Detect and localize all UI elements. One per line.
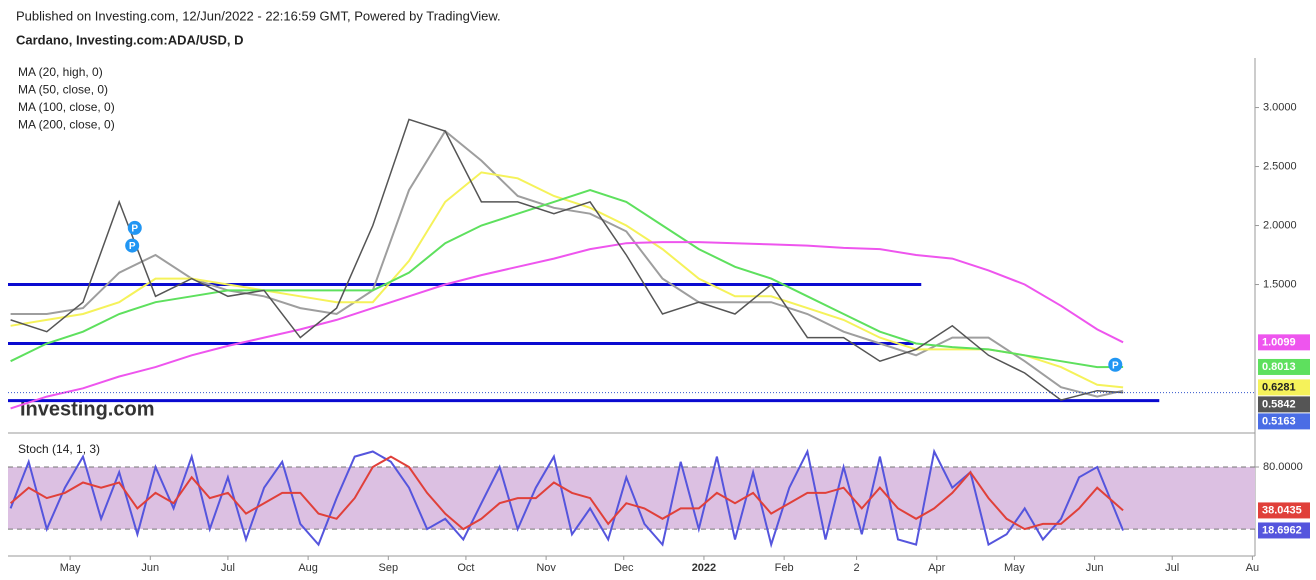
event-marker-label: P xyxy=(131,224,138,235)
x-tick-label: Jun xyxy=(141,562,159,574)
y-tick-label: 80.0000 xyxy=(1263,461,1303,473)
price-label: 18.6962 xyxy=(1262,524,1302,536)
price-label-box xyxy=(1258,379,1310,396)
legend-entry: MA (200, close, 0) xyxy=(18,118,115,132)
price-label-box xyxy=(1258,413,1310,430)
stoch-band xyxy=(8,466,1255,530)
price-line xyxy=(10,118,1124,401)
x-tick-label: Sep xyxy=(379,562,399,574)
x-tick-label: Au xyxy=(1246,562,1259,574)
price-label: 1.0099 xyxy=(1262,336,1296,348)
price-label-box xyxy=(1258,358,1310,375)
y-tick-label: 3.0000 xyxy=(1263,101,1297,113)
x-tick-label: Nov xyxy=(536,562,556,574)
series-line xyxy=(10,189,1124,369)
price-label-box xyxy=(1258,502,1310,519)
logo[interactable]: Investing.com xyxy=(20,398,154,420)
x-tick-label: Feb xyxy=(775,562,794,574)
y-tick-label: 1.5000 xyxy=(1263,278,1297,290)
x-tick-label: May xyxy=(60,562,81,574)
event-marker xyxy=(125,238,140,253)
x-tick-label: 2022 xyxy=(692,562,716,574)
x-tick-label: Aug xyxy=(298,562,318,574)
symbol-title: Cardano, Investing.com:ADA/USD, D xyxy=(16,32,244,47)
event-marker-label: P xyxy=(1112,360,1119,371)
price-label-box xyxy=(1258,396,1310,413)
x-tick-label: May xyxy=(1004,562,1025,574)
series-line xyxy=(10,241,1124,410)
price-label: 0.5163 xyxy=(1262,415,1296,427)
x-tick-label: Jul xyxy=(1165,562,1179,574)
legend-entry: MA (100, close, 0) xyxy=(18,100,115,114)
series-line xyxy=(10,171,1124,389)
series-line xyxy=(9,448,1125,549)
x-tick-label: Jun xyxy=(1086,562,1104,574)
series-line xyxy=(10,129,1124,398)
legend-entry: MA (50, close, 0) xyxy=(18,83,108,97)
price-label: 0.5842 xyxy=(1262,398,1296,410)
event-marker-label: P xyxy=(129,241,136,252)
x-tick-label: 2 xyxy=(854,562,860,574)
price-label-box xyxy=(1258,522,1310,539)
x-tick-label: Apr xyxy=(928,562,945,574)
x-tick-label: Jul xyxy=(221,562,235,574)
y-tick-label: 2.0000 xyxy=(1263,219,1297,231)
event-marker xyxy=(1108,357,1123,372)
x-tick-label: Oct xyxy=(457,562,474,574)
indicator-title: Stoch (14, 1, 3) xyxy=(18,442,100,456)
series-line xyxy=(9,455,1124,531)
event-marker xyxy=(127,220,142,235)
price-label: 0.6281 xyxy=(1262,381,1296,393)
legend-entry: MA (20, high, 0) xyxy=(18,65,103,79)
price-label: 0.8013 xyxy=(1262,361,1296,373)
x-tick-label: Dec xyxy=(614,562,634,574)
price-label-box xyxy=(1258,334,1310,351)
price-label: 38.0435 xyxy=(1262,504,1302,516)
published-note: Published on Investing.com, 12/Jun/2022 … xyxy=(16,8,501,23)
y-tick-label: 2.5000 xyxy=(1263,160,1297,172)
